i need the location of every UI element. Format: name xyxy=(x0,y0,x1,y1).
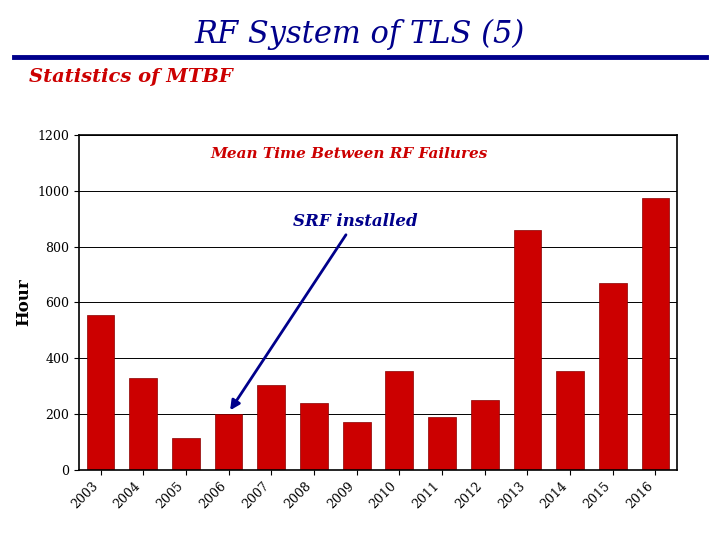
Bar xyxy=(258,384,285,470)
Bar xyxy=(385,371,413,470)
Bar xyxy=(428,417,456,470)
Bar xyxy=(172,438,199,470)
Bar xyxy=(599,283,626,470)
Bar xyxy=(215,414,243,470)
Bar xyxy=(86,315,114,470)
Bar xyxy=(130,378,157,470)
Text: SRF installed: SRF installed xyxy=(232,213,418,408)
Text: RF System of TLS (5): RF System of TLS (5) xyxy=(195,19,525,50)
Text: Statistics of MTBF: Statistics of MTBF xyxy=(29,68,233,85)
Bar xyxy=(471,400,498,470)
Bar xyxy=(557,371,584,470)
Bar xyxy=(513,230,541,470)
Bar xyxy=(300,403,328,470)
Text: Mean Time Between RF Failures: Mean Time Between RF Failures xyxy=(211,147,488,161)
Y-axis label: Hour: Hour xyxy=(15,279,32,326)
Bar xyxy=(343,422,371,470)
Bar xyxy=(642,198,670,470)
